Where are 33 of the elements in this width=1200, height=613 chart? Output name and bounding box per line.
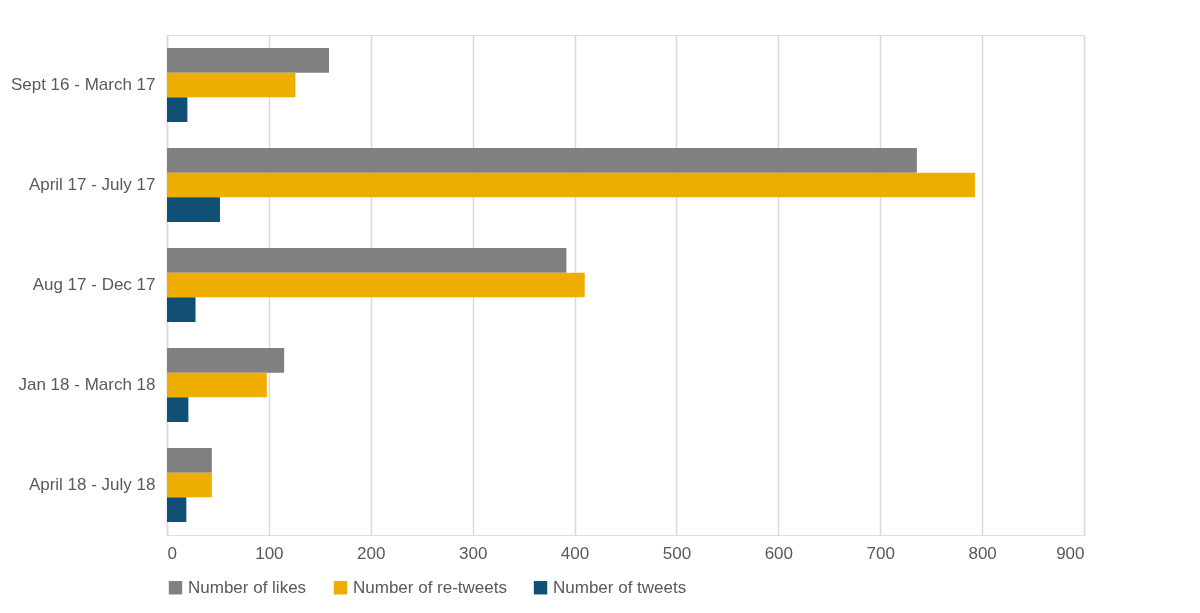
y-tick-label: Aug 17 - Dec 17 (32, 275, 156, 294)
x-tick-label: 100 (255, 543, 284, 563)
x-tick-label: 900 (1056, 543, 1085, 563)
bar (167, 472, 212, 498)
bar (167, 272, 585, 298)
x-tick-label: 400 (560, 543, 590, 563)
bar (167, 397, 189, 422)
x-tick-label: 0 (167, 543, 177, 563)
y-tick-label: Jan 18 - March 18 (18, 375, 156, 394)
bar (167, 72, 296, 98)
bar (167, 148, 917, 173)
x-tick-label: 700 (866, 543, 895, 563)
y-tick-label: April 17 - July 17 (28, 175, 156, 194)
bar (167, 197, 220, 222)
x-tick-label: 800 (968, 543, 997, 563)
x-tick-label: 600 (764, 543, 794, 563)
x-tick-label: 300 (458, 543, 488, 563)
bar (167, 248, 567, 273)
legend-label: Number of re-tweets (353, 577, 507, 597)
legend-label: Number of tweets (553, 577, 687, 597)
bar (167, 172, 975, 198)
x-tick-label: 200 (357, 543, 386, 563)
bar (167, 97, 188, 122)
bar (167, 48, 329, 73)
bar (167, 372, 267, 398)
bar (167, 348, 285, 373)
bar (167, 297, 196, 322)
bar (167, 497, 187, 522)
y-tick-label: April 18 - July 18 (28, 475, 156, 494)
legend-label: Number of likes (188, 577, 307, 597)
bar (167, 448, 212, 473)
y-tick-label: Sept 16 - March 17 (10, 75, 156, 94)
x-tick-label: 500 (662, 543, 692, 563)
